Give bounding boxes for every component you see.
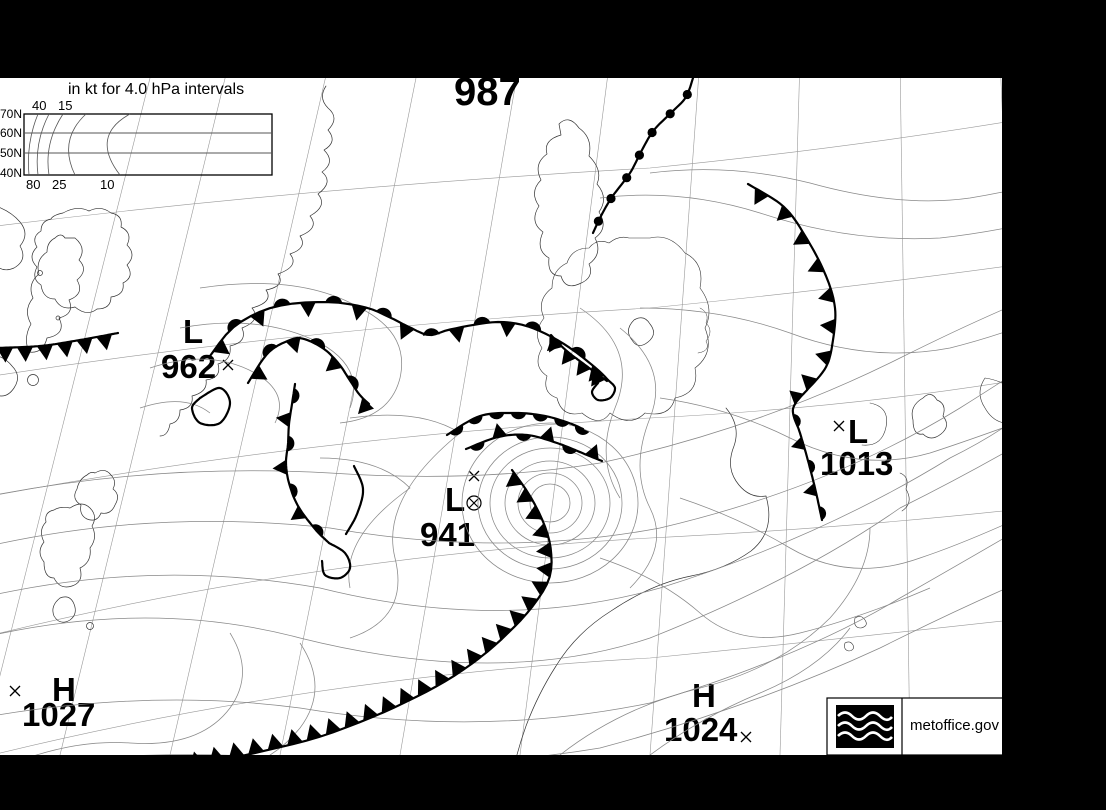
svg-text:70N: 70N: [0, 107, 22, 121]
svg-text:1027: 1027: [22, 696, 95, 733]
svg-text:1024: 1024: [664, 711, 738, 748]
svg-text:987: 987: [454, 78, 521, 114]
svg-text:40N: 40N: [0, 166, 22, 180]
svg-text:80: 80: [26, 177, 40, 192]
svg-text:metoffice.gov: metoffice.gov: [910, 717, 999, 734]
svg-text:50N: 50N: [0, 146, 22, 160]
svg-text:10: 10: [100, 177, 114, 192]
svg-text:941: 941: [420, 516, 475, 553]
svg-text:L: L: [183, 313, 203, 350]
svg-text:15: 15: [58, 98, 72, 113]
svg-text:60N: 60N: [0, 126, 22, 140]
svg-text:in kt for 4.0 hPa intervals: in kt for 4.0 hPa intervals: [68, 81, 244, 98]
svg-text:25: 25: [52, 177, 66, 192]
svg-text:40: 40: [32, 98, 46, 113]
